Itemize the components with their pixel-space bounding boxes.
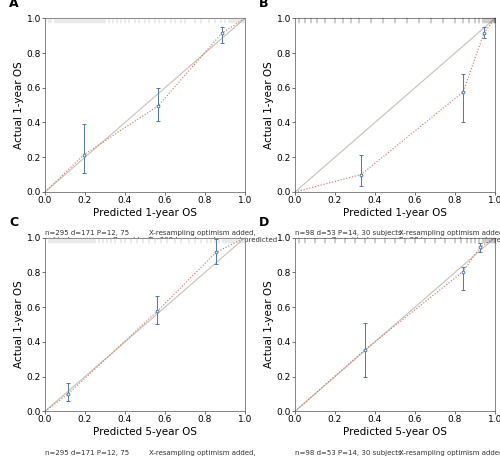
X-axis label: Predicted 5-year OS: Predicted 5-year OS (93, 427, 197, 437)
Y-axis label: Actual 1-year OS: Actual 1-year OS (264, 281, 274, 368)
Text: n=98 d=53 P=14, 30 subjects
per group Gray: ideal: n=98 d=53 P=14, 30 subjects per group Gr… (295, 230, 402, 243)
Text: D: D (259, 216, 269, 229)
Text: X-resampling optimism added,
B=95 based on observed-predicted: X-resampling optimism added, B=95 based … (399, 450, 500, 457)
Text: X-resampling optimism added,
B=98 based on observed-predicted: X-resampling optimism added, B=98 based … (399, 230, 500, 243)
Text: X-resampling optimism added,
B=300 based on observed-predicted: X-resampling optimism added, B=300 based… (149, 450, 277, 457)
Text: C: C (9, 216, 18, 229)
Text: n=295 d=171 P=12, 75
subjects per group Gray: ideal: n=295 d=171 P=12, 75 subjects per group … (45, 450, 150, 457)
X-axis label: Predicted 1-year OS: Predicted 1-year OS (93, 208, 197, 218)
Text: B: B (259, 0, 268, 10)
Y-axis label: Actual 1-year OS: Actual 1-year OS (14, 61, 24, 149)
X-axis label: Predicted 1-year OS: Predicted 1-year OS (343, 208, 447, 218)
Text: n=98 d=53 P=14, 30 subjects
per group Gray: ideal: n=98 d=53 P=14, 30 subjects per group Gr… (295, 450, 402, 457)
Y-axis label: Actual 1-year OS: Actual 1-year OS (14, 281, 24, 368)
Y-axis label: Actual 1-year OS: Actual 1-year OS (264, 61, 274, 149)
Text: n=295 d=171 P=12, 75
subjects per group Gray: ideal: n=295 d=171 P=12, 75 subjects per group … (45, 230, 150, 243)
Text: X-resampling optimism added,
B=300 based on observed-predicted: X-resampling optimism added, B=300 based… (149, 230, 277, 243)
X-axis label: Predicted 5-year OS: Predicted 5-year OS (343, 427, 447, 437)
Text: A: A (9, 0, 18, 10)
